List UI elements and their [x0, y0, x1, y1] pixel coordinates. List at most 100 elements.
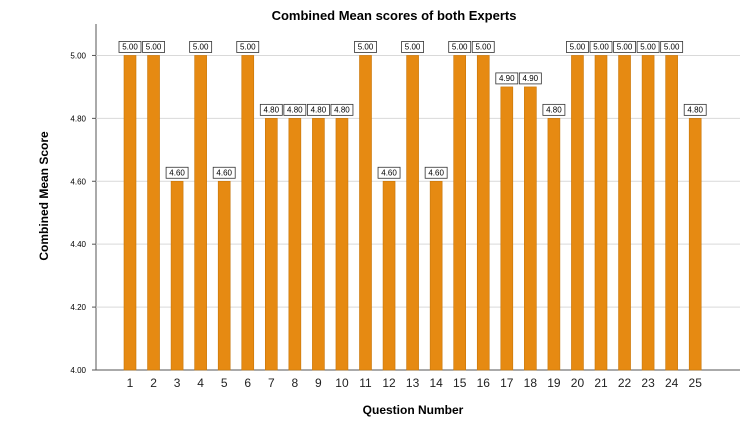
- y-axis-title: Combined Mean Score: [37, 131, 51, 261]
- bar: [359, 55, 372, 371]
- x-tick-label: 11: [359, 376, 372, 390]
- data-label: 5.00: [475, 43, 491, 52]
- bar: [147, 55, 160, 371]
- x-tick-label: 12: [382, 376, 396, 390]
- data-label: 4.60: [169, 168, 185, 177]
- data-label-box: [283, 103, 307, 116]
- data-label: 5.00: [452, 43, 468, 52]
- x-tick-label: 9: [315, 376, 322, 390]
- data-label: 4.90: [499, 74, 515, 83]
- data-label-box: [165, 166, 189, 179]
- data-label-box: [306, 103, 330, 116]
- x-tick-label: 19: [547, 376, 561, 390]
- y-tick-label: 4.20: [70, 303, 86, 312]
- bar: [665, 55, 678, 371]
- bar: [194, 55, 207, 371]
- data-label: 5.00: [193, 43, 209, 52]
- bar: [453, 55, 467, 371]
- data-label-box: [448, 41, 472, 53]
- x-tick-label: 6: [244, 376, 251, 390]
- data-label-box: [660, 41, 684, 53]
- data-label-box: [330, 103, 354, 116]
- data-label: 5.00: [405, 43, 421, 52]
- data-label: 4.60: [381, 168, 397, 177]
- bar: [335, 118, 349, 371]
- x-tick-label: 21: [594, 376, 608, 390]
- data-label: 5.00: [570, 43, 586, 52]
- plot-area: 4.00 4.20 4.40 4.60 4.80 5.00 5.00 1 5.00 2 4.60 3 5…: [70, 24, 740, 390]
- data-label: 4.80: [264, 106, 280, 115]
- bar: [547, 118, 561, 371]
- bar: [688, 118, 702, 371]
- data-label: 4.80: [687, 106, 703, 115]
- data-label-box: [518, 72, 542, 85]
- bar: [170, 180, 184, 371]
- data-label: 5.00: [664, 43, 680, 52]
- bar: [476, 55, 490, 371]
- data-label: 4.80: [334, 106, 350, 115]
- bar: [382, 180, 396, 371]
- data-label-box: [424, 166, 448, 179]
- data-label: 4.90: [523, 74, 539, 83]
- data-label: 5.00: [617, 43, 633, 52]
- bar: [312, 118, 325, 371]
- data-label-box: [259, 103, 283, 116]
- data-label: 5.00: [358, 43, 374, 52]
- data-label-box: [636, 41, 660, 53]
- x-tick-label: 23: [641, 376, 655, 390]
- bar: [571, 55, 584, 371]
- y-tick-label: 4.00: [70, 366, 86, 375]
- bar: [641, 55, 655, 371]
- data-label-box: [589, 41, 613, 53]
- data-label-box: [212, 166, 236, 179]
- x-tick-label: 15: [453, 376, 467, 390]
- y-tick-label: 4.40: [70, 240, 86, 249]
- x-tick-label: 10: [335, 376, 349, 390]
- bar: [618, 55, 631, 371]
- x-tick-label: 5: [221, 376, 228, 390]
- data-label-box: [401, 41, 425, 53]
- data-label-box: [566, 41, 589, 53]
- x-tick-label: 17: [500, 376, 514, 390]
- data-label-box: [683, 103, 707, 116]
- x-tick-label: 4: [197, 376, 204, 390]
- bar: [406, 55, 419, 371]
- bar: [429, 180, 443, 371]
- bar: [524, 86, 537, 371]
- x-tick-label: 7: [268, 376, 275, 390]
- bar: [241, 55, 255, 371]
- x-tick-label: 18: [524, 376, 538, 390]
- x-tick-label: 2: [150, 376, 157, 390]
- data-label: 5.00: [640, 43, 656, 52]
- bar: [264, 118, 278, 371]
- data-label: 4.80: [287, 106, 303, 115]
- x-tick-label: 1: [127, 376, 134, 390]
- data-label: 4.80: [546, 106, 562, 115]
- x-tick-label: 8: [292, 376, 299, 390]
- data-label-box: [495, 72, 519, 85]
- data-label: 5.00: [593, 43, 609, 52]
- data-label-box: [471, 41, 495, 53]
- bar: [217, 180, 231, 371]
- y-tick-label: 5.00: [70, 51, 86, 60]
- data-label-box: [118, 41, 142, 53]
- data-label: 4.60: [428, 168, 444, 177]
- data-label: 5.00: [146, 43, 162, 52]
- bar: [123, 55, 137, 371]
- x-tick-label: 3: [174, 376, 181, 390]
- x-tick-label: 24: [665, 376, 679, 390]
- data-label-box: [189, 41, 213, 53]
- bar: [288, 118, 302, 371]
- x-axis-title: Question Number: [363, 403, 464, 417]
- data-label: 4.60: [216, 168, 232, 177]
- chart-title: Combined Mean scores of both Experts: [272, 8, 517, 23]
- data-label: 4.80: [311, 106, 327, 115]
- x-tick-label: 13: [406, 376, 420, 390]
- x-tick-label: 20: [571, 376, 585, 390]
- data-label-box: [142, 41, 165, 53]
- x-tick-label: 14: [429, 376, 443, 390]
- data-label-box: [542, 103, 566, 116]
- bar: [594, 55, 608, 371]
- data-label: 5.00: [122, 43, 138, 52]
